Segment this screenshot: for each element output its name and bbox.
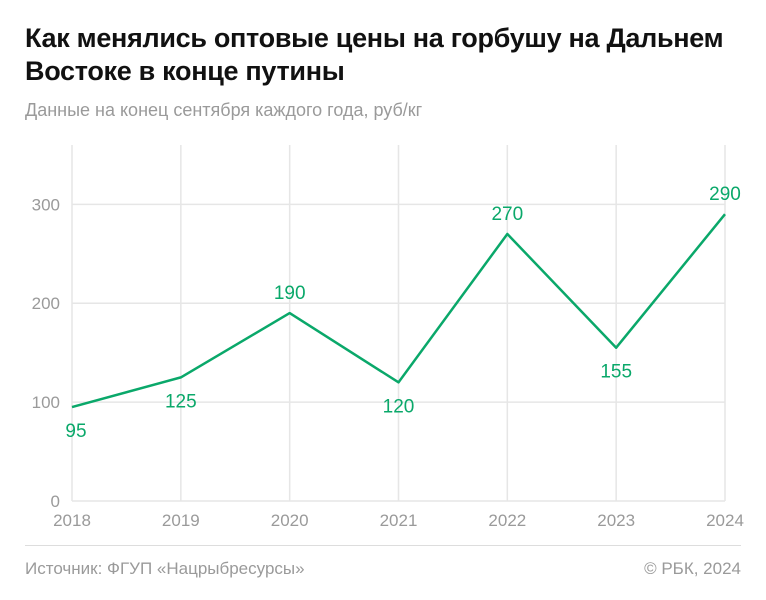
- data-label: 155: [600, 362, 632, 383]
- x-tick-label: 2023: [597, 511, 635, 530]
- data-label: 270: [491, 204, 523, 225]
- x-tick-label: 2022: [488, 511, 526, 530]
- y-tick-label: 100: [32, 393, 60, 412]
- x-tick-label: 2024: [706, 511, 744, 530]
- data-label: 190: [274, 283, 306, 304]
- data-label: 120: [383, 396, 415, 417]
- x-tick-label: 2021: [380, 511, 418, 530]
- data-label: 290: [709, 184, 741, 205]
- x-tick-label: 2018: [53, 511, 91, 530]
- y-tick-label: 200: [32, 294, 60, 313]
- chart-subtitle: Данные на конец сентября каждого года, р…: [25, 100, 423, 120]
- data-label: 95: [65, 421, 86, 442]
- x-tick-label: 2019: [162, 511, 200, 530]
- source-note: Источник: ФГУП «Нацрыбресурсы»: [25, 559, 305, 578]
- x-tick-label: 2020: [271, 511, 309, 530]
- chart-title: Как менялись оптовые цены на горбушу на …: [25, 23, 724, 86]
- y-tick-label: 300: [32, 195, 60, 214]
- data-label: 125: [165, 391, 197, 412]
- y-tick-label: 0: [51, 492, 60, 511]
- copyright: © РБК, 2024: [644, 559, 741, 578]
- footer-divider: [25, 545, 741, 546]
